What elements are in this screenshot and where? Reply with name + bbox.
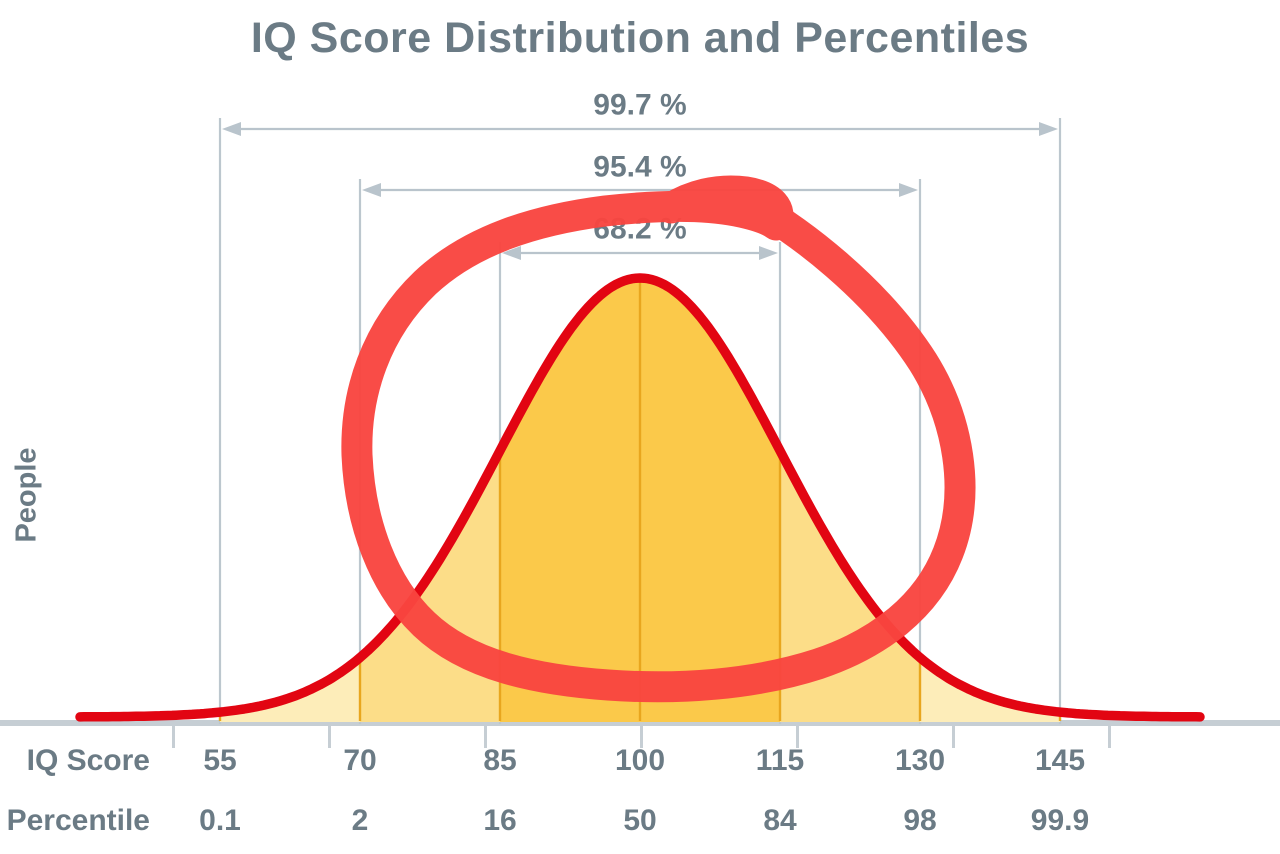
band-fill bbox=[920, 657, 1060, 722]
x-axis-tick bbox=[484, 726, 487, 748]
axis-row-header: IQ Score bbox=[26, 744, 150, 777]
percentile-value: 2 bbox=[351, 804, 369, 837]
x-axis-tick bbox=[640, 726, 643, 748]
iq-score-value: 130 bbox=[894, 744, 946, 777]
band-fill bbox=[220, 657, 360, 722]
x-axis-tick bbox=[952, 726, 955, 748]
chart-title: IQ Score Distribution and Percentiles bbox=[250, 14, 1030, 62]
freehand-circle-annotation bbox=[341, 175, 976, 703]
iq-score-value: 145 bbox=[1034, 744, 1086, 777]
bracket-label: 95.4 % bbox=[593, 151, 686, 184]
percentile-value: 99.9 bbox=[1030, 804, 1090, 837]
arrowhead-right-icon bbox=[1039, 122, 1058, 136]
bell-curve bbox=[75, 273, 1205, 722]
iq-score-value: 70 bbox=[343, 744, 377, 777]
arrowhead-left-icon bbox=[362, 183, 381, 197]
percentile-value: 98 bbox=[903, 804, 937, 837]
iq-score-value: 100 bbox=[614, 744, 666, 777]
iq-score-value: 85 bbox=[483, 744, 517, 777]
x-axis-tick bbox=[172, 726, 175, 748]
percentile-value: 0.1 bbox=[199, 804, 241, 837]
bracket-label: 99.7 % bbox=[593, 89, 686, 122]
percentile-value: 84 bbox=[763, 804, 797, 837]
x-axis-tick bbox=[796, 726, 799, 748]
percentile-value: 50 bbox=[623, 804, 657, 837]
x-axis-tick bbox=[1108, 726, 1111, 748]
arrowhead-left-icon bbox=[502, 246, 521, 260]
x-axis-line bbox=[0, 720, 1280, 726]
arrowhead-left-icon bbox=[222, 122, 241, 136]
percentile-value: 16 bbox=[483, 804, 517, 837]
iq-score-value: 115 bbox=[755, 744, 805, 777]
axis-row-header: Percentile bbox=[6, 804, 150, 837]
arrowhead-right-icon bbox=[759, 246, 778, 260]
arrowhead-right-icon bbox=[899, 183, 918, 197]
x-axis-tick bbox=[328, 726, 331, 748]
iq-score-value: 55 bbox=[203, 744, 237, 777]
